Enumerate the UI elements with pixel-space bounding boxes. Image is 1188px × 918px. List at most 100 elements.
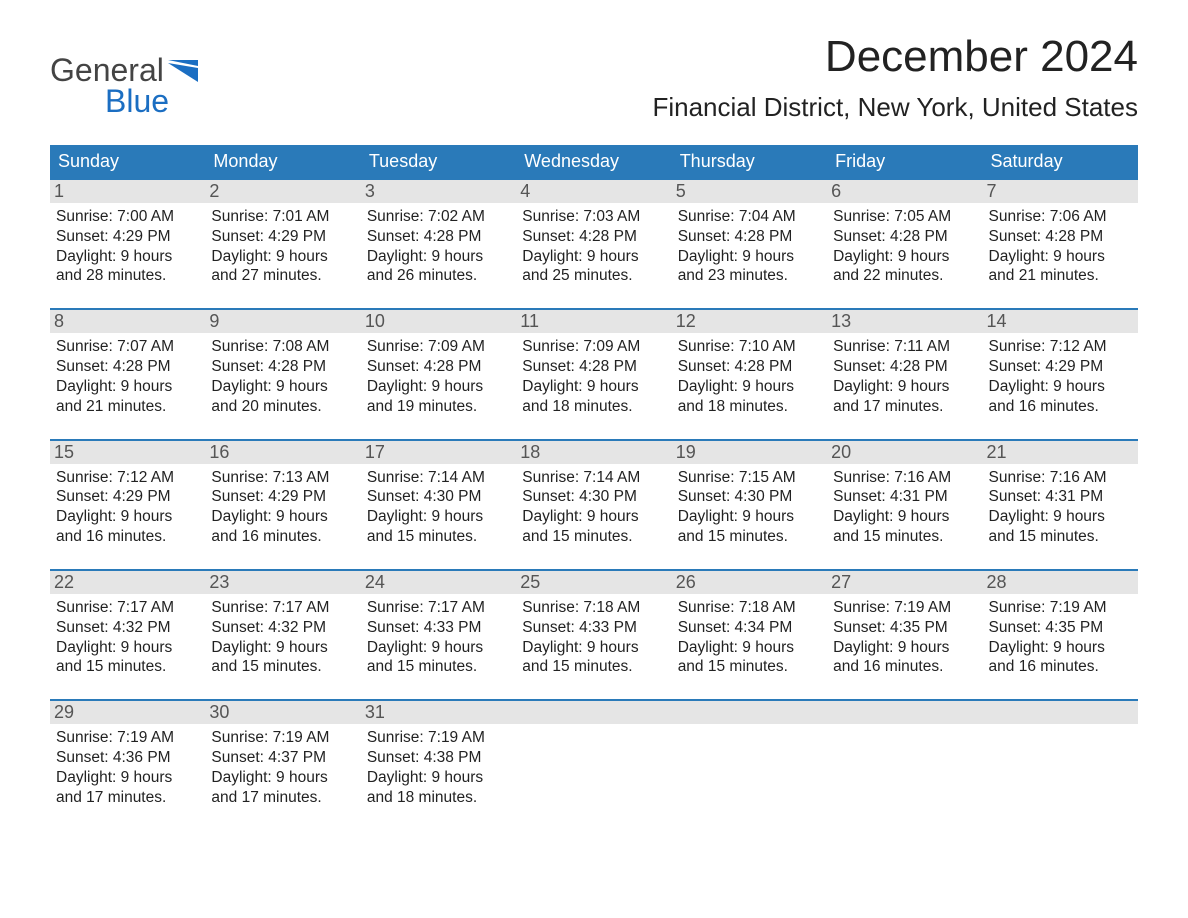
day-number: . xyxy=(983,701,1138,724)
day-cell: . xyxy=(672,701,827,815)
day-cell: 11 Sunrise: 7:09 AMSunset: 4:28 PMDayligh… xyxy=(516,310,671,424)
day-info: Sunrise: 7:01 AMSunset: 4:29 PMDaylight:… xyxy=(211,207,354,286)
day-info: Sunrise: 7:06 AMSunset: 4:28 PMDaylight:… xyxy=(989,207,1132,286)
day-cell: 17Sunrise: 7:14 AMSunset: 4:30 PMDayligh… xyxy=(361,441,516,555)
day-cell: 3 Sunrise: 7:02 AMSunset: 4:28 PMDaylight… xyxy=(361,180,516,294)
logo-flag-icon xyxy=(168,60,198,82)
day-number: 7 xyxy=(983,180,1138,203)
day-number: 6 xyxy=(827,180,982,203)
day-number: 9 xyxy=(205,310,360,333)
day-header: Monday xyxy=(205,145,360,178)
day-number: 22 xyxy=(50,571,205,594)
day-number: 8 xyxy=(50,310,205,333)
day-number: 5 xyxy=(672,180,827,203)
day-info: Sunrise: 7:19 AMSunset: 4:38 PMDaylight:… xyxy=(367,728,510,807)
day-header: Saturday xyxy=(983,145,1138,178)
day-info: Sunrise: 7:18 AMSunset: 4:34 PMDaylight:… xyxy=(678,598,821,677)
day-cell: 24Sunrise: 7:17 AMSunset: 4:33 PMDayligh… xyxy=(361,571,516,685)
day-cell: 8 Sunrise: 7:07 AMSunset: 4:28 PMDaylight… xyxy=(50,310,205,424)
day-cell: 27 Sunrise: 7:19 AMSunset: 4:35 PMDayligh… xyxy=(827,571,982,685)
day-number: 3 xyxy=(361,180,516,203)
day-info: Sunrise: 7:16 AMSunset: 4:31 PMDaylight:… xyxy=(989,468,1132,547)
day-cell: 29 Sunrise: 7:19 AMSunset: 4:36 PMDayligh… xyxy=(50,701,205,815)
day-info: Sunrise: 7:16 AMSunset: 4:31 PMDaylight:… xyxy=(833,468,976,547)
day-cell: 31 Sunrise: 7:19 AMSunset: 4:38 PMDayligh… xyxy=(361,701,516,815)
title-block: December 2024 Financial District, New Yo… xyxy=(652,32,1138,137)
day-number: 4 xyxy=(516,180,671,203)
day-info: Sunrise: 7:10 AMSunset: 4:28 PMDaylight:… xyxy=(678,337,821,416)
week-row: 22 Sunrise: 7:17 AMSunset: 4:32 PMDayligh… xyxy=(50,569,1138,685)
day-info: Sunrise: 7:09 AMSunset: 4:28 PMDaylight:… xyxy=(367,337,510,416)
day-number: 26 xyxy=(672,571,827,594)
day-info: Sunrise: 7:18 AMSunset: 4:33 PMDaylight:… xyxy=(522,598,665,677)
day-cell: 18 Sunrise: 7:14 AMSunset: 4:30 PMDayligh… xyxy=(516,441,671,555)
day-number: 31 xyxy=(361,701,516,724)
day-info: Sunrise: 7:09 AMSunset: 4:28 PMDaylight:… xyxy=(522,337,665,416)
day-cell: 14Sunrise: 7:12 AMSunset: 4:29 PMDayligh… xyxy=(983,310,1138,424)
day-number: 14 xyxy=(983,310,1138,333)
day-number: 25 xyxy=(516,571,671,594)
day-header: Thursday xyxy=(672,145,827,178)
day-header: Wednesday xyxy=(516,145,671,178)
day-number: 27 xyxy=(827,571,982,594)
day-cell: 7 Sunrise: 7:06 AMSunset: 4:28 PMDaylight… xyxy=(983,180,1138,294)
day-info: Sunrise: 7:17 AMSunset: 4:32 PMDaylight:… xyxy=(211,598,354,677)
day-cell: 23 Sunrise: 7:17 AMSunset: 4:32 PMDayligh… xyxy=(205,571,360,685)
day-cell: 12 Sunrise: 7:10 AMSunset: 4:28 PMDayligh… xyxy=(672,310,827,424)
day-info: Sunrise: 7:12 AMSunset: 4:29 PMDaylight:… xyxy=(56,468,199,547)
day-info: Sunrise: 7:19 AMSunset: 4:36 PMDaylight:… xyxy=(56,728,199,807)
day-cell: 1Sunrise: 7:00 AMSunset: 4:29 PMDaylight… xyxy=(50,180,205,294)
day-number: 19 xyxy=(672,441,827,464)
day-number: 13 xyxy=(827,310,982,333)
day-info: Sunrise: 7:04 AMSunset: 4:28 PMDaylight:… xyxy=(678,207,821,286)
day-number: 20 xyxy=(827,441,982,464)
day-number: 1 xyxy=(50,180,205,203)
day-info: Sunrise: 7:03 AMSunset: 4:28 PMDaylight:… xyxy=(522,207,665,286)
day-cell: . xyxy=(983,701,1138,815)
day-cell: 28 Sunrise: 7:19 AMSunset: 4:35 PMDayligh… xyxy=(983,571,1138,685)
day-number: . xyxy=(672,701,827,724)
day-cell: 22Sunrise: 7:17 AMSunset: 4:32 PMDayligh… xyxy=(50,571,205,685)
month-title: December 2024 xyxy=(652,32,1138,82)
day-header: Tuesday xyxy=(361,145,516,178)
day-cell: 9 Sunrise: 7:08 AMSunset: 4:28 PMDaylight… xyxy=(205,310,360,424)
day-number: 12 xyxy=(672,310,827,333)
day-number: 23 xyxy=(205,571,360,594)
day-number: 18 xyxy=(516,441,671,464)
day-number: . xyxy=(516,701,671,724)
day-number: 16 xyxy=(205,441,360,464)
day-cell: 25 Sunrise: 7:18 AMSunset: 4:33 PMDayligh… xyxy=(516,571,671,685)
day-header-row: SundayMondayTuesdayWednesdayThursdayFrid… xyxy=(50,145,1138,178)
day-number: 10 xyxy=(361,310,516,333)
day-info: Sunrise: 7:02 AMSunset: 4:28 PMDaylight:… xyxy=(367,207,510,286)
logo: General Blue xyxy=(50,52,198,120)
day-cell: 21 Sunrise: 7:16 AMSunset: 4:31 PMDayligh… xyxy=(983,441,1138,555)
day-cell: 15 Sunrise: 7:12 AMSunset: 4:29 PMDayligh… xyxy=(50,441,205,555)
day-info: Sunrise: 7:14 AMSunset: 4:30 PMDaylight:… xyxy=(522,468,665,547)
day-cell: . xyxy=(516,701,671,815)
day-cell: 5 Sunrise: 7:04 AMSunset: 4:28 PMDaylight… xyxy=(672,180,827,294)
day-info: Sunrise: 7:19 AMSunset: 4:35 PMDaylight:… xyxy=(833,598,976,677)
day-cell: 30 Sunrise: 7:19 AMSunset: 4:37 PMDayligh… xyxy=(205,701,360,815)
day-number: 30 xyxy=(205,701,360,724)
day-cell: 4 Sunrise: 7:03 AMSunset: 4:28 PMDaylight… xyxy=(516,180,671,294)
calendar: SundayMondayTuesdayWednesdayThursdayFrid… xyxy=(50,145,1138,816)
day-number: 15 xyxy=(50,441,205,464)
day-info: Sunrise: 7:07 AMSunset: 4:28 PMDaylight:… xyxy=(56,337,199,416)
day-number: 29 xyxy=(50,701,205,724)
day-cell: 2Sunrise: 7:01 AMSunset: 4:29 PMDaylight… xyxy=(205,180,360,294)
day-cell: 19 Sunrise: 7:15 AMSunset: 4:30 PMDayligh… xyxy=(672,441,827,555)
day-info: Sunrise: 7:15 AMSunset: 4:30 PMDaylight:… xyxy=(678,468,821,547)
day-cell: 6Sunrise: 7:05 AMSunset: 4:28 PMDaylight… xyxy=(827,180,982,294)
day-cell: 20 Sunrise: 7:16 AMSunset: 4:31 PMDayligh… xyxy=(827,441,982,555)
location: Financial District, New York, United Sta… xyxy=(652,92,1138,123)
day-info: Sunrise: 7:19 AMSunset: 4:37 PMDaylight:… xyxy=(211,728,354,807)
header: General Blue December 2024 Financial Dis… xyxy=(50,32,1138,137)
day-number: 21 xyxy=(983,441,1138,464)
day-number: 28 xyxy=(983,571,1138,594)
day-info: Sunrise: 7:19 AMSunset: 4:35 PMDaylight:… xyxy=(989,598,1132,677)
day-info: Sunrise: 7:13 AMSunset: 4:29 PMDaylight:… xyxy=(211,468,354,547)
logo-text-blue: Blue xyxy=(105,83,198,120)
day-number: 11 xyxy=(516,310,671,333)
day-info: Sunrise: 7:08 AMSunset: 4:28 PMDaylight:… xyxy=(211,337,354,416)
